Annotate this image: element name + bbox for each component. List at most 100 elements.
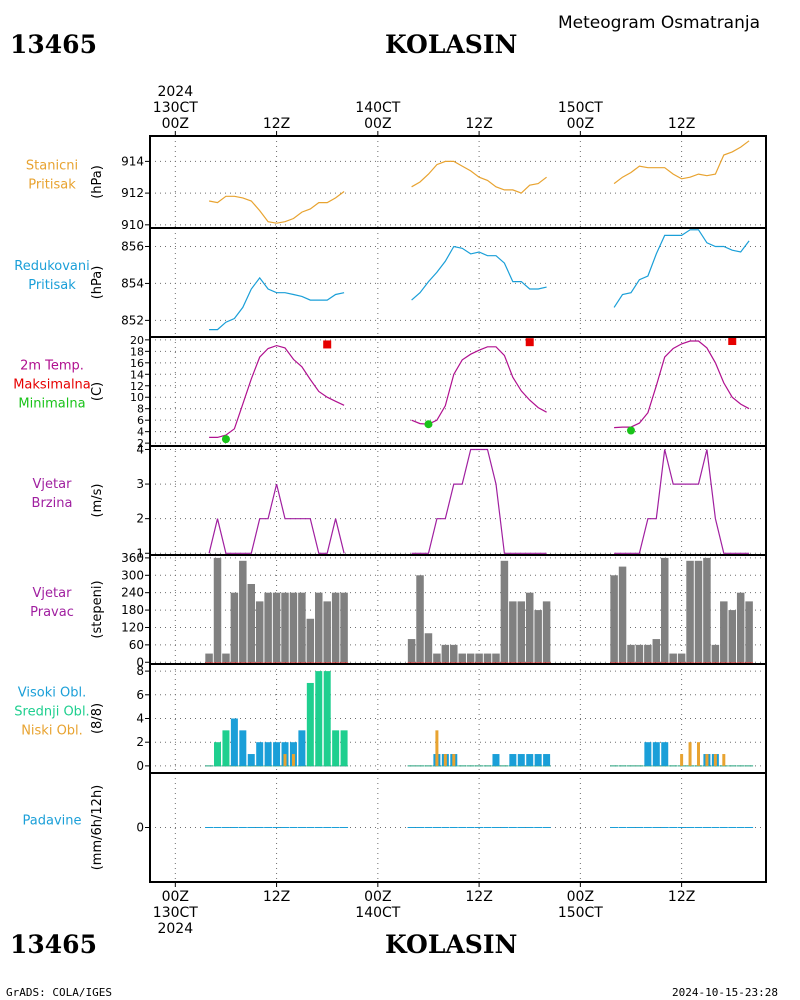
- wind-direction-bar: [424, 633, 433, 663]
- temperature-series-line: [614, 340, 750, 429]
- chart-title: Meteogram Osmatranja: [558, 13, 761, 33]
- wind_direction-legend-label: Vjetar: [33, 586, 73, 601]
- temperature-minimum-marker: [424, 420, 433, 429]
- cloud-mid-bar: [340, 730, 348, 766]
- temperature-unit-label: (C): [90, 382, 105, 401]
- y-tick-label: 2: [136, 512, 144, 526]
- y-tick-label: 300: [121, 568, 144, 582]
- cloud-low-bar: [680, 754, 684, 766]
- wind-direction-bar: [247, 583, 256, 663]
- wind-direction-bar: [255, 601, 264, 663]
- y-tick-label: 4: [136, 712, 144, 726]
- y-tick-label: 0: [136, 655, 144, 669]
- wind-direction-bar: [736, 592, 745, 663]
- y-tick-label: 6: [136, 688, 144, 702]
- wind-direction-bar: [323, 601, 331, 663]
- cloud-high-bar: [264, 742, 272, 766]
- wind-direction-bar: [711, 644, 720, 663]
- y-tick-label: 18: [130, 345, 144, 358]
- wind-direction-bar: [517, 601, 526, 663]
- wind-direction-bar: [306, 618, 315, 663]
- y-tick-label: 20: [130, 334, 144, 347]
- x-tick-label-top: 00Z: [567, 116, 594, 132]
- wind-direction-bar: [315, 592, 323, 663]
- cloud-mid-bar: [323, 671, 331, 766]
- y-tick-label: 2: [137, 437, 144, 450]
- cloud-high-bar: [526, 754, 534, 766]
- precipitation-legend-label: Padavine: [23, 814, 82, 829]
- x-tick-label-bottom: 130CT: [153, 905, 198, 921]
- x-tick-label-bottom: 12Z: [668, 889, 695, 905]
- cloud-high-bar: [247, 754, 255, 766]
- wind-direction-bar: [525, 592, 534, 663]
- y-tick-label: 8: [137, 403, 144, 416]
- wind-direction-bar: [289, 592, 298, 663]
- cloud-mid-bar: [222, 730, 230, 766]
- y-tick-label: 10: [130, 391, 144, 404]
- wind-direction-bar: [239, 560, 247, 663]
- x-tick-label-top: 00Z: [162, 116, 189, 132]
- y-tick-label: 4: [136, 442, 144, 456]
- wind_speed-legend-label: Vjetar: [33, 477, 73, 492]
- footer-timestamp: 2024-10-15-23:28: [672, 986, 778, 999]
- x-tick-label-bottom: 12Z: [465, 889, 492, 905]
- cloud-high-bar: [517, 754, 525, 766]
- precipitation-panel-frame: [149, 772, 767, 883]
- wind-direction-bar: [458, 653, 466, 663]
- temperature-series-line: [209, 344, 345, 438]
- cloud-low-bar: [435, 730, 439, 766]
- y-tick-label: 8: [136, 664, 144, 678]
- wind-direction-bar: [230, 592, 239, 663]
- x-tick-label-bottom: 140CT: [355, 905, 400, 921]
- y-tick-label: 2: [136, 735, 144, 749]
- temperature-panel-frame: [149, 336, 767, 447]
- wind-direction-bar: [466, 653, 475, 663]
- wind_direction-legend-label: Pravac: [30, 605, 74, 620]
- wind-direction-bar: [441, 644, 450, 663]
- station_pressure-series-line: [411, 160, 547, 194]
- cloud-high-bar: [492, 754, 500, 766]
- wind-direction-bar: [213, 557, 222, 663]
- wind_speed-series-line: [614, 449, 750, 554]
- x-tick-label-top: 130CT: [153, 100, 198, 116]
- cloud-high-bar: [534, 754, 542, 766]
- x-tick-label-top: 140CT: [355, 100, 400, 116]
- station_pressure-legend-label: Pritisak: [28, 178, 76, 193]
- station-name-bottom: KOLASIN: [385, 930, 518, 959]
- cloud-high-bar: [543, 754, 551, 766]
- wind-direction-bar: [433, 653, 441, 663]
- wind-direction-bar: [669, 653, 677, 663]
- y-tick-label: 180: [121, 603, 144, 617]
- temperature-maximum-marker: [728, 337, 737, 346]
- x-tick-label-top: 150CT: [558, 100, 603, 116]
- cloud-high-bar: [298, 730, 306, 766]
- wind-direction-bar: [677, 653, 686, 663]
- wind_speed-series-line: [208, 483, 345, 554]
- x-tick-label-bottom: 00Z: [567, 889, 594, 905]
- precipitation-unit-label: (mm/6h/12h): [90, 785, 105, 871]
- wind-direction-bar: [205, 653, 213, 663]
- wind-direction-bar: [542, 601, 551, 663]
- clouds-legend-label: Niski Obl.: [21, 724, 83, 739]
- reduced_pressure-series-line: [209, 276, 345, 331]
- x-tick-label-bottom: 12Z: [263, 889, 290, 905]
- clouds-legend-label: Srednji Obl.: [14, 705, 89, 720]
- x-tick-label-bottom: 150CT: [558, 905, 603, 921]
- x-tick-label-top: 2024: [157, 84, 193, 100]
- station_pressure-legend-label: Stanicni: [26, 159, 78, 174]
- temperature-series-line: [411, 346, 547, 425]
- y-tick-label: 4: [137, 426, 144, 439]
- y-tick-label: 360: [121, 551, 144, 565]
- wind-direction-bar: [500, 560, 509, 663]
- station_pressure-unit-label: (hPa): [90, 165, 105, 199]
- temperature-minimum-marker: [626, 426, 635, 435]
- wind-direction-bar: [720, 601, 728, 663]
- y-tick-label: 852: [121, 313, 144, 327]
- station_pressure-series-line: [208, 191, 345, 224]
- temperature-maximum-marker: [323, 340, 332, 349]
- y-tick-label: 0: [136, 759, 144, 773]
- cloud-low-bar: [688, 742, 692, 766]
- wind-direction-bar: [644, 644, 652, 663]
